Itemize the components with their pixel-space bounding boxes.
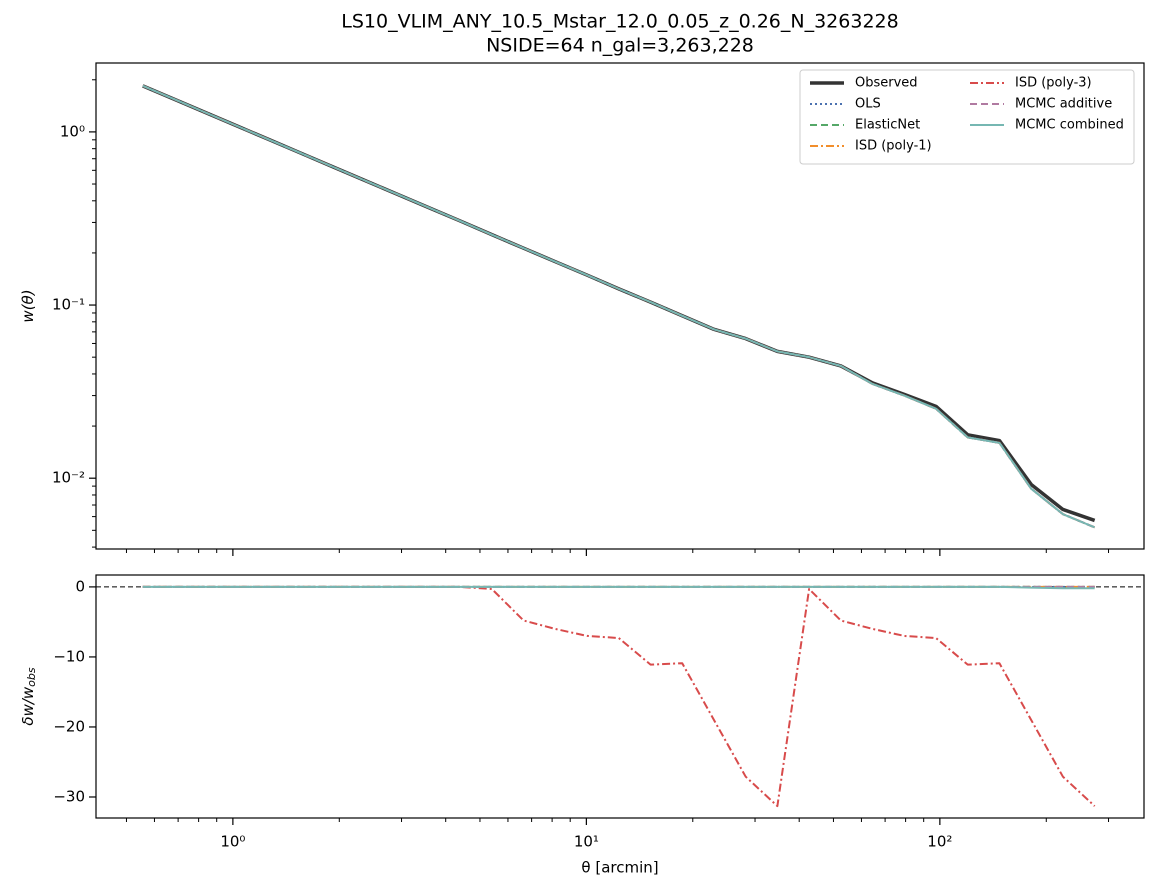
y-tick-label: 10⁻¹ xyxy=(52,296,85,314)
legend-label: Observed xyxy=(855,76,918,91)
series-line xyxy=(142,585,1095,590)
legend-label: ElasticNet xyxy=(855,118,920,133)
legend-label: ISD (poly-3) xyxy=(1015,76,1092,91)
plot-area xyxy=(142,84,1096,529)
y-tick-label: 10⁻² xyxy=(52,469,85,487)
y-tick-label: 0 xyxy=(75,577,85,595)
plot-area xyxy=(96,585,1144,808)
y-axis-label: δw/wobs xyxy=(19,667,39,725)
y-axis-label-subscript: obs xyxy=(25,667,38,687)
legend-label: MCMC additive xyxy=(1015,97,1112,112)
legend-box xyxy=(799,69,1135,165)
y-axis-label-main: δw/w xyxy=(19,686,37,725)
y-axis-label-main: w(θ) xyxy=(19,289,37,322)
y-tick-label: −30 xyxy=(53,787,85,805)
axes-frame xyxy=(95,62,1145,550)
y-tick-label: 10⁰ xyxy=(60,122,85,140)
y-tick-label: −10 xyxy=(53,647,85,665)
legend-label: ISD (poly-1) xyxy=(855,139,932,154)
x-axis-label: θ [arcmin] xyxy=(581,859,658,877)
legend-label: MCMC combined xyxy=(1015,118,1124,133)
x-tick-label: 10⁰ xyxy=(220,833,245,851)
y-axis-label: w(θ) xyxy=(19,289,37,322)
x-tick-label: 10² xyxy=(927,833,952,851)
chart-title: LS10_VLIM_ANY_10.5_Mstar_12.0_0.05_z_0.2… xyxy=(341,11,898,33)
series-line xyxy=(142,84,1096,529)
legend-label: OLS xyxy=(855,97,881,112)
chart-subtitle: NSIDE=64 n_gal=3,263,228 xyxy=(486,35,754,57)
y-tick-label: −20 xyxy=(53,717,85,735)
axes-frame xyxy=(95,574,1145,819)
x-tick-label: 10¹ xyxy=(574,833,599,851)
